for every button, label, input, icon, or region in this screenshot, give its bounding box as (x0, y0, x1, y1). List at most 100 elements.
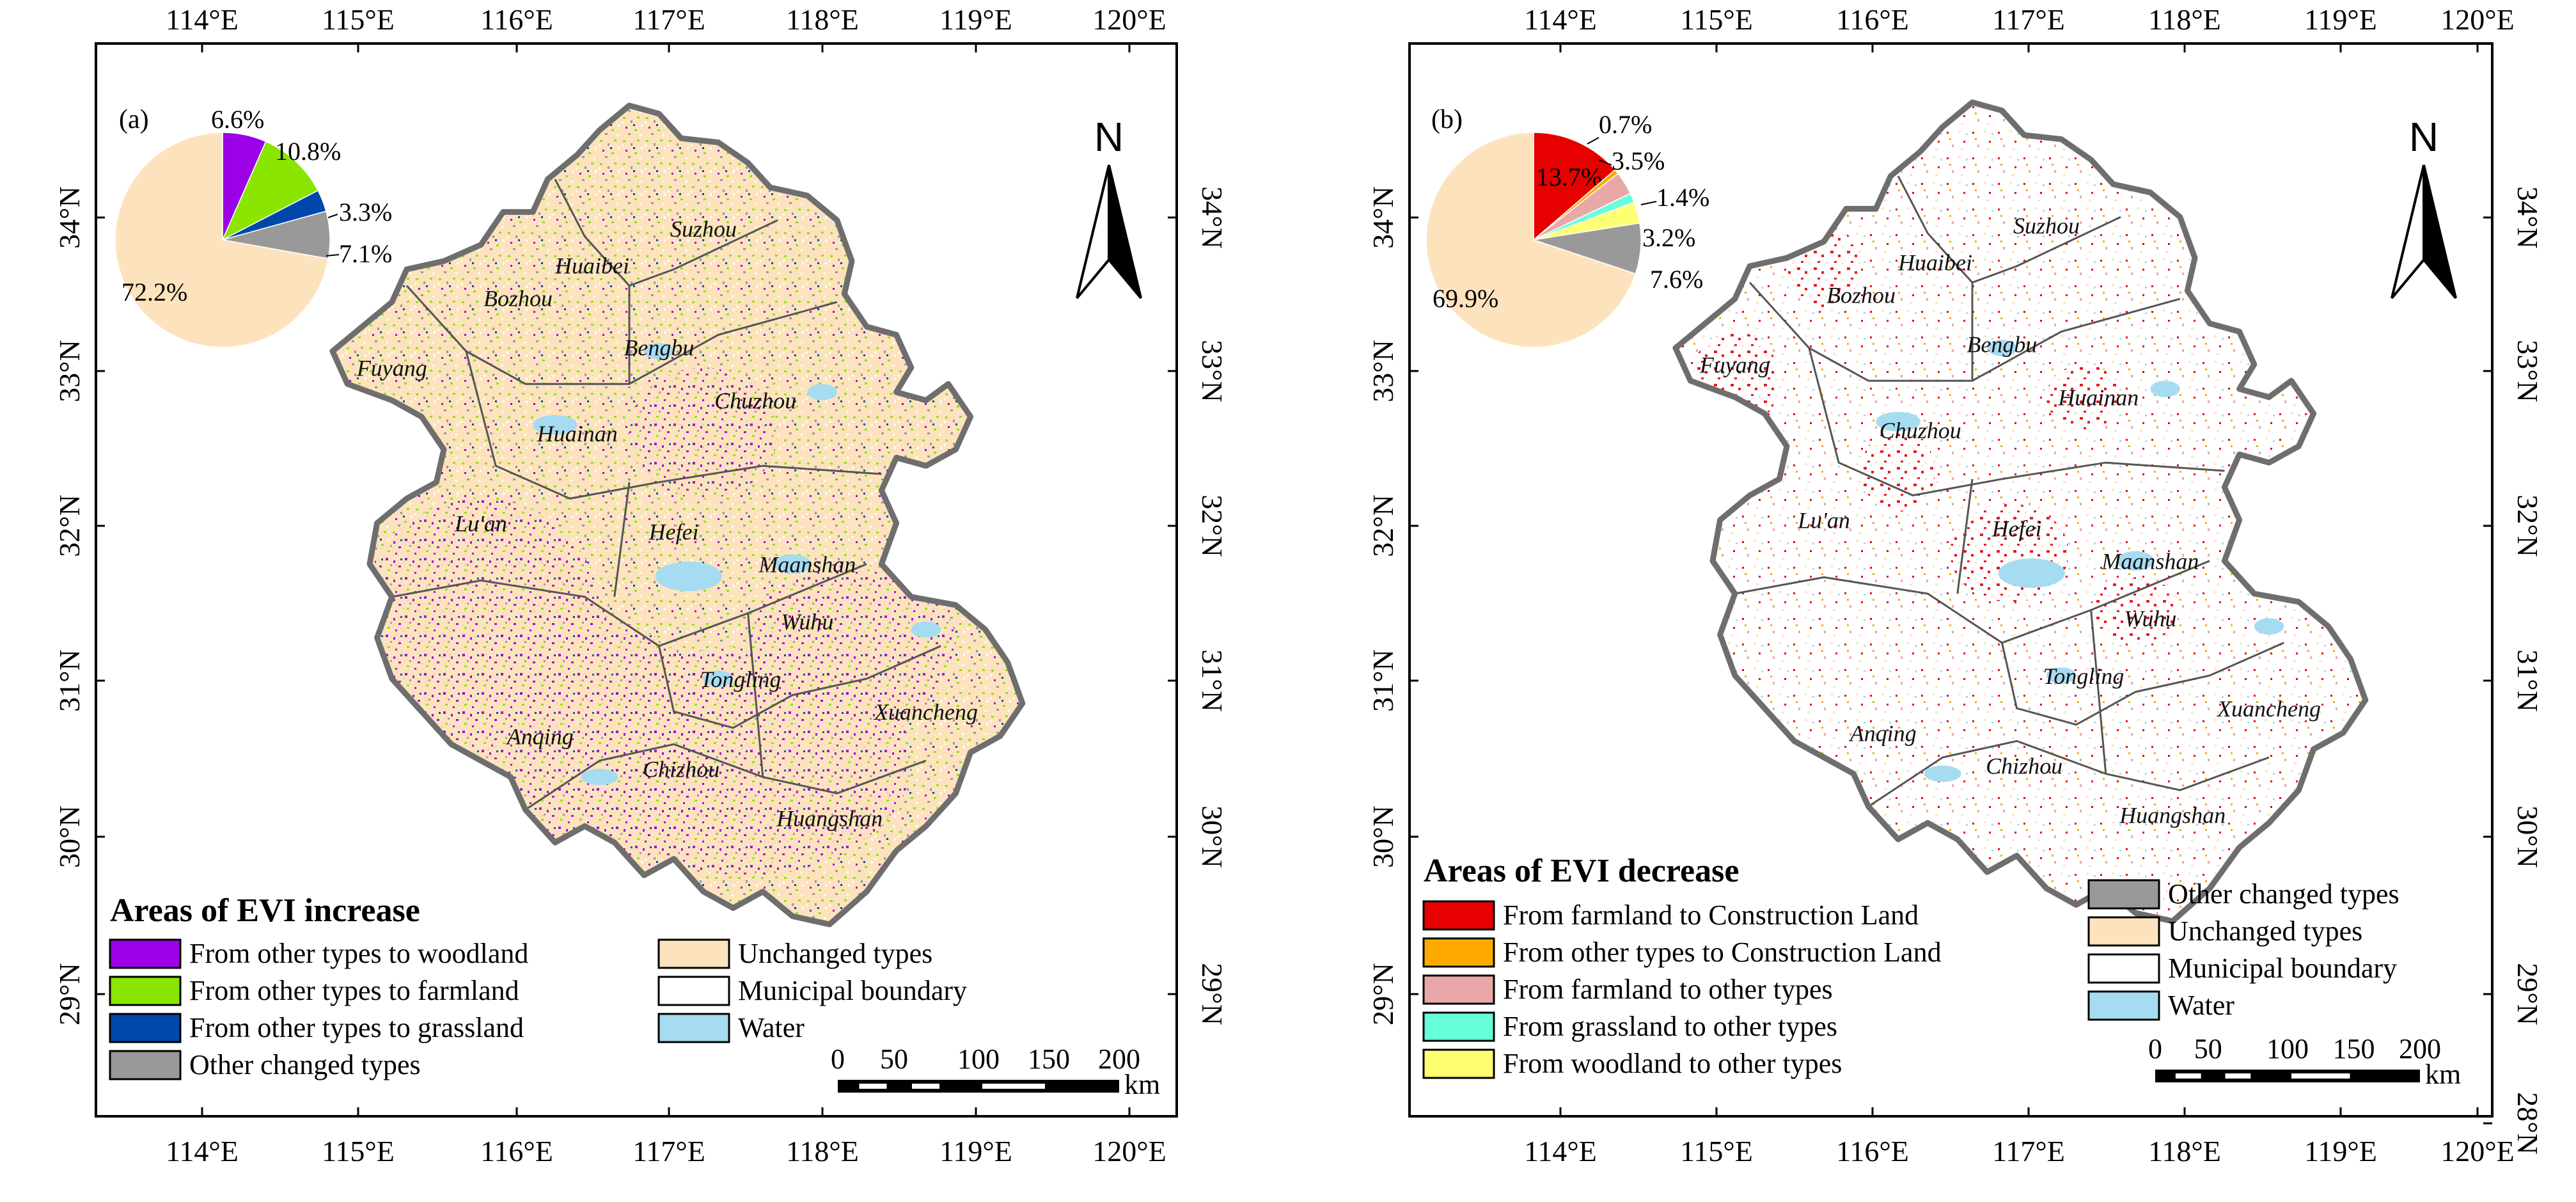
change-patch (2046, 364, 2121, 430)
pie-slice-label: 1.4% (1656, 183, 1709, 212)
lat-tick-label-right: 29°N (2511, 963, 2544, 1025)
city-label: Bengbu (624, 335, 694, 360)
lat-tick-label-left: 30°N (53, 805, 86, 868)
lon-tick-label-top: 120°E (1092, 3, 1166, 36)
legend-label: Water (2168, 990, 2234, 1021)
municipal-boundary (657, 645, 941, 729)
lon-tick-label-top: 118°E (2148, 3, 2221, 36)
pie-leader-line (1587, 137, 1599, 145)
water-body (644, 343, 674, 360)
lat-tick-label-left: 34°N (53, 186, 86, 249)
legend-swatch (1422, 937, 1495, 968)
city-label: Fuyang (1699, 352, 1770, 377)
legend-label: From other types to woodland (189, 938, 528, 969)
lon-tick-label-top: 120°E (2440, 3, 2515, 36)
municipal-boundary (747, 613, 764, 777)
lon-tick-label-top: 119°E (2304, 3, 2377, 36)
scale-label: 0 (2148, 1033, 2162, 1064)
legend-label: From farmland to Construction Land (1503, 899, 1919, 931)
scale-label: 50 (880, 1043, 908, 1075)
pie-leader-line (326, 254, 340, 257)
city-label: Xuancheng (2216, 696, 2321, 722)
water-body (581, 768, 618, 786)
pie-slice (221, 141, 319, 241)
change-patch (748, 564, 956, 728)
municipal-boundary (465, 351, 882, 500)
legend-label: Unchanged types (738, 938, 932, 969)
pie-slice-label: 6.6% (211, 105, 264, 134)
legend-label: Other changed types (189, 1049, 421, 1080)
municipal-boundary (613, 482, 631, 597)
scale-label: 200 (2399, 1033, 2441, 1064)
change-patch (629, 367, 778, 499)
municipal-boundary (1808, 347, 2225, 496)
lat-tick-label-right: 29°N (1196, 963, 1229, 1025)
city-label: Lu'an (454, 511, 507, 537)
city-label: Chuzhou (714, 388, 796, 414)
city-label: Anqing (1849, 720, 1917, 746)
city-label: Bozhou (1826, 283, 1896, 308)
municipal-boundary (2090, 610, 2107, 774)
legend-swatch (2087, 916, 2160, 947)
pie-slice-label: 7.6% (1650, 265, 1703, 294)
lat-tick-label-left: 32°N (53, 494, 86, 557)
pie-leader-line (1598, 159, 1612, 166)
scale-label: 200 (1098, 1043, 1140, 1075)
lon-tick-label-bottom: 118°E (2148, 1135, 2221, 1167)
pie-slice-label: 10.8% (275, 137, 341, 166)
lat-tick-label-right: 33°N (1196, 340, 1229, 402)
legend-label: From farmland to other types (1503, 974, 1833, 1005)
pie-slice-label: 69.9% (1433, 284, 1498, 313)
north-arrow-right (2423, 164, 2457, 299)
municipal-boundary (1956, 478, 1974, 594)
lat-tick-label-left: 30°N (1367, 805, 1399, 868)
change-patch (1861, 430, 1935, 512)
municipal-boundary (405, 285, 838, 385)
lat-tick-label-right: 28°N (2511, 1092, 2544, 1155)
lat-tick-label-left: 29°N (53, 963, 86, 1025)
lat-tick-label-right: 30°N (1196, 805, 1229, 868)
lon-tick-label-top: 116°E (480, 3, 553, 36)
water-body (774, 554, 812, 574)
scale-bar-segment (2291, 1073, 2350, 1079)
legend-swatch (1422, 974, 1495, 1005)
scale-label: 100 (957, 1043, 1000, 1075)
pie-slice-label: 72.2% (122, 278, 187, 306)
legend-label: From woodland to other types (1503, 1048, 1842, 1079)
legend-label: From other types to grassland (189, 1012, 524, 1043)
legend-swatch (109, 938, 182, 969)
legend-label: From grassland to other types (1503, 1011, 1837, 1042)
scale-bar-body (2155, 1070, 2420, 1082)
municipal-boundary (1748, 281, 2181, 382)
change-patch (2091, 577, 2180, 643)
lon-tick-label-bottom: 119°E (2304, 1135, 2377, 1167)
legend-label: Municipal boundary (2168, 953, 2397, 984)
axis-ticks-a: 114°E 114°E 115°E 115°E 116°E 116°E 117°E 117°E… (53, 3, 1229, 1167)
water-body (807, 384, 837, 400)
lon-tick-label-bottom: 117°E (1992, 1135, 2065, 1167)
city-label: Maanshan (758, 552, 856, 578)
legend-title: Areas of EVI decrease (1424, 853, 1739, 889)
lon-tick-label-top: 115°E (322, 3, 395, 36)
scale-label: 50 (2194, 1033, 2222, 1064)
pie-leader-line (1640, 201, 1657, 205)
panel-label-b: (b) (1431, 105, 1463, 134)
municipal-boundary (2000, 642, 2284, 726)
lat-tick-label-left: 34°N (1367, 186, 1399, 249)
north-arrow-right (1108, 164, 1142, 299)
legend-swatch (657, 976, 730, 1006)
legend-swatch (657, 1013, 730, 1043)
scale-label: 100 (2266, 1033, 2309, 1064)
scale-bar-segment (2225, 1073, 2251, 1079)
city-label: Chizhou (1986, 754, 2062, 779)
pie-slice (1425, 132, 1637, 348)
legend-swatch (657, 938, 730, 969)
pie-slice-label: 3.2% (1642, 223, 1695, 252)
lon-tick-label-bottom: 120°E (1092, 1135, 1166, 1167)
pie-chart-a: 6.6% 10.8% 3.3% 7.1% 72.2% (114, 105, 392, 348)
water-body (1998, 558, 2065, 589)
lon-tick-label-bottom: 119°E (939, 1135, 1012, 1167)
